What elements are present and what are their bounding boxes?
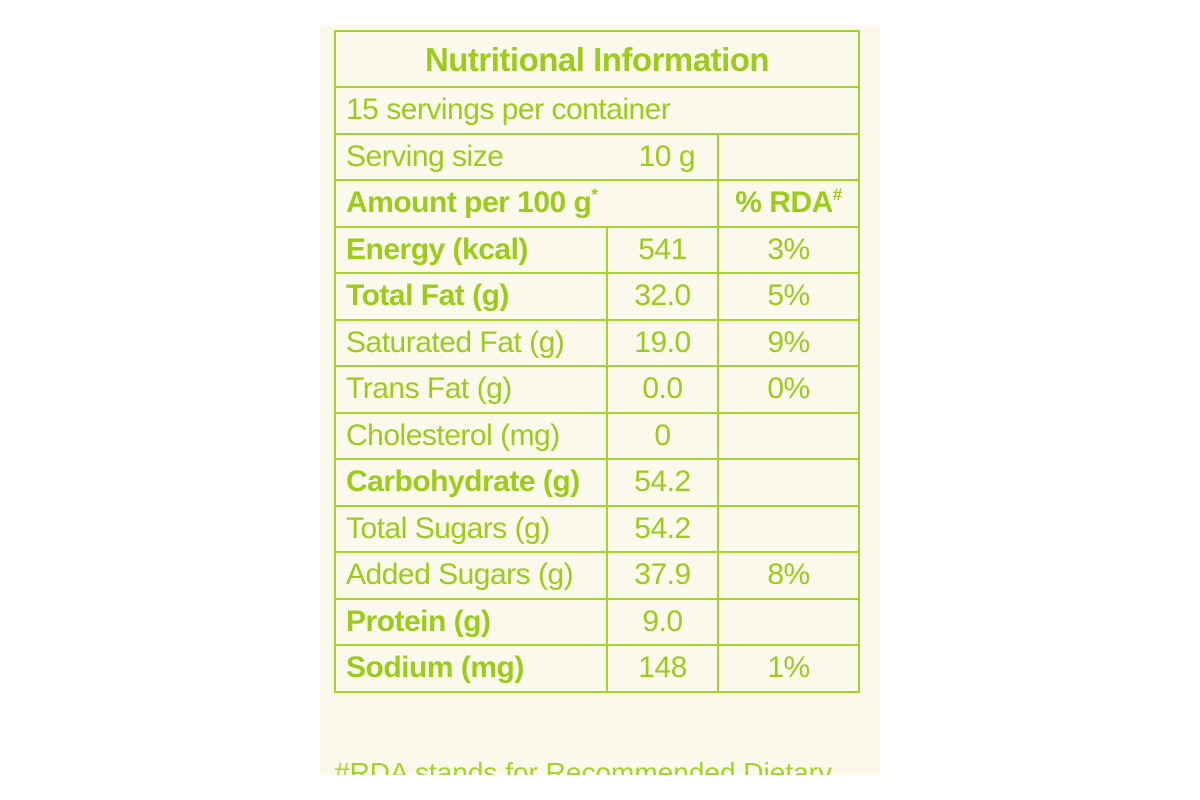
nutrient-name: Sodium (mg) <box>334 644 608 693</box>
amount-header-row: Amount per 100 g* % RDA# <box>334 179 861 228</box>
nutrient-row: Protein (g) 9.0 <box>334 597 861 646</box>
nutrient-rda: 9% <box>716 318 861 367</box>
nutrient-name: Protein (g) <box>334 597 608 646</box>
serving-size-label: Serving size <box>334 132 607 181</box>
nutrient-rda <box>716 458 861 507</box>
nutrient-amount: 37.9 <box>606 551 719 600</box>
servings-row: 15 servings per container <box>333 86 861 135</box>
servings-per-container: 15 servings per container <box>333 86 861 135</box>
nutrient-amount: 54.2 <box>606 504 719 553</box>
nutrient-amount: 32.0 <box>606 272 719 321</box>
nutrient-rda: 5% <box>716 272 861 321</box>
table-title: Nutritional Information <box>333 30 861 88</box>
amount-footnote-mark: * <box>591 185 598 205</box>
nutrient-amount: 541 <box>606 225 719 274</box>
rda-label: % RDA <box>735 186 833 220</box>
nutrient-rows: Energy (kcal) 541 3% Total Fat (g) 32.0 5% Sat… <box>334 225 861 693</box>
nutrient-amount: 148 <box>606 644 719 693</box>
nutrition-table: Nutritional Information 15 servings per … <box>333 30 861 693</box>
nutrient-row: Cholesterol (mg) 0 <box>334 411 861 460</box>
rda-header: % RDA# <box>716 179 861 228</box>
nutrient-rda <box>716 504 861 553</box>
nutrient-row: Saturated Fat (g) 19.0 9% <box>334 318 861 367</box>
nutrient-name: Saturated Fat (g) <box>334 318 608 367</box>
nutrient-rda: 8% <box>716 551 861 600</box>
nutrient-row: Added Sugars (g) 37.9 8% <box>334 551 861 600</box>
nutrient-row: Total Fat (g) 32.0 5% <box>334 272 861 321</box>
nutrient-row: Carbohydrate (g) 54.2 <box>334 458 861 507</box>
nutrient-amount: 19.0 <box>606 318 719 367</box>
serving-size-value: 10 g <box>607 132 719 181</box>
footnote-clip: #RDA stands for Recommended Dietary <box>320 758 880 776</box>
nutrient-name: Cholesterol (mg) <box>334 411 608 460</box>
amount-per-label: Amount per 100 g <box>346 186 592 220</box>
nutrient-rda <box>716 411 861 460</box>
nutrient-rda <box>716 597 861 646</box>
nutrient-row: Sodium (mg) 148 1% <box>334 644 861 693</box>
nutrient-rda: 1% <box>716 644 861 693</box>
title-row: Nutritional Information <box>333 30 861 88</box>
nutrient-amount: 0.0 <box>606 365 719 414</box>
nutrient-name: Carbohydrate (g) <box>334 458 608 507</box>
nutrient-name: Added Sugars (g) <box>334 551 608 600</box>
nutrient-amount: 54.2 <box>606 458 719 507</box>
nutrient-amount: 0 <box>606 411 719 460</box>
serving-size-row: Serving size 10 g <box>334 132 861 181</box>
nutrient-row: Trans Fat (g) 0.0 0% <box>334 365 861 414</box>
nutrient-rda: 3% <box>716 225 861 274</box>
rda-footnote-mark: # <box>832 185 842 205</box>
nutrient-name: Trans Fat (g) <box>334 365 608 414</box>
nutrient-rda: 0% <box>716 365 861 414</box>
nutrient-row: Energy (kcal) 541 3% <box>334 225 861 274</box>
footnote-text: #RDA stands for Recommended Dietary <box>334 758 832 776</box>
nutrient-name: Total Fat (g) <box>334 272 608 321</box>
serving-size-empty-cell <box>716 132 861 181</box>
nutrient-amount: 9.0 <box>606 597 719 646</box>
nutrient-name: Total Sugars (g) <box>334 504 608 553</box>
nutrient-row: Total Sugars (g) 54.2 <box>334 504 861 553</box>
amount-per-header: Amount per 100 g* <box>334 179 719 228</box>
nutrient-name: Energy (kcal) <box>334 225 608 274</box>
